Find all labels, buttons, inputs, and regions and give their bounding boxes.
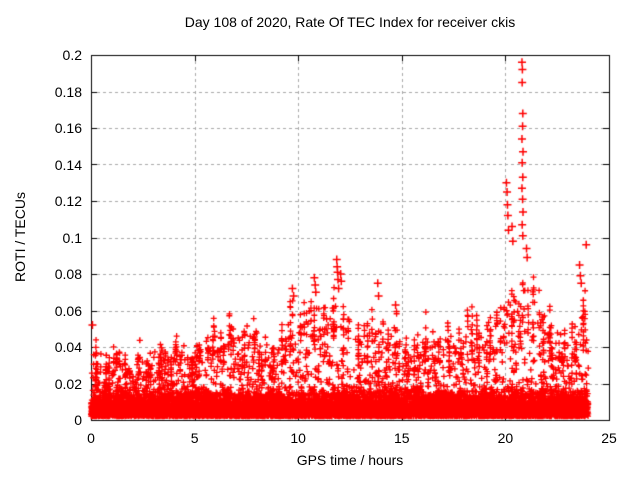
y-tick-label: 0.2 xyxy=(62,47,82,63)
x-tick-label: 5 xyxy=(190,430,199,446)
x-tick-label: 25 xyxy=(601,430,617,446)
chart-title: Day 108 of 2020, Rate Of TEC Index for r… xyxy=(184,14,516,30)
y-tick-label: 0.1 xyxy=(62,229,82,246)
x-tick-label: 0 xyxy=(87,430,95,446)
y-tick-label: 0.14 xyxy=(54,156,82,173)
x-tick-label: 10 xyxy=(290,430,306,446)
x-axis-label: GPS time / hours xyxy=(296,452,404,468)
y-tick-label: 0.12 xyxy=(54,193,82,209)
y-tick-label: 0.04 xyxy=(54,339,82,355)
y-tick-label: 0.02 xyxy=(54,375,82,392)
y-tick-label: 0.06 xyxy=(54,302,82,319)
y-tick-label: 0.18 xyxy=(54,83,82,100)
x-tick-label: 15 xyxy=(394,430,410,446)
x-tick-label: 20 xyxy=(497,430,514,446)
y-tick-label: 0 xyxy=(74,412,82,428)
y-tick-label: 0.08 xyxy=(54,266,82,282)
y-tick-label: 0.16 xyxy=(54,120,82,136)
